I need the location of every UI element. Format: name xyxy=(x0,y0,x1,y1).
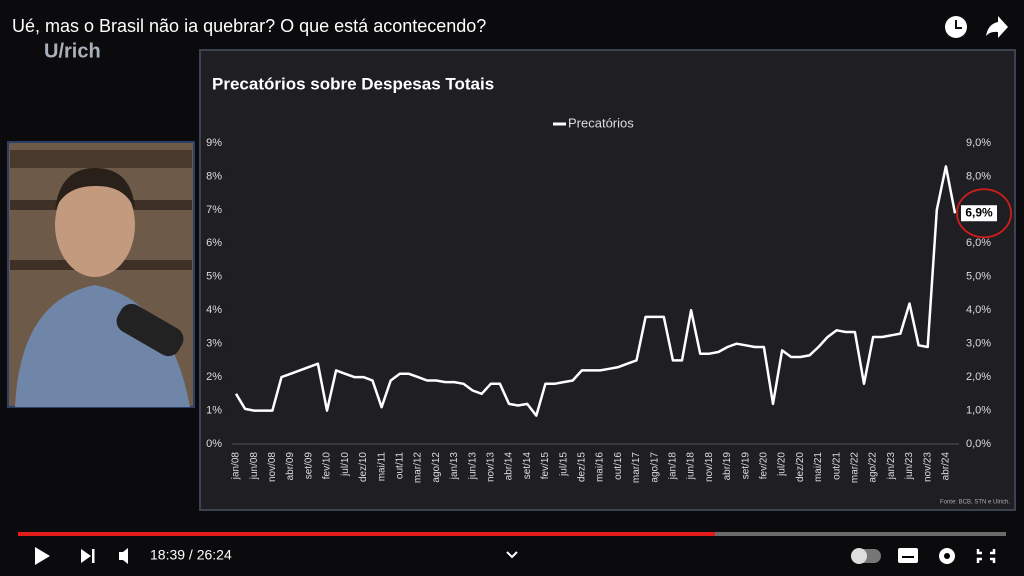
source-note: Fonte: BCB, STN e Ulrich. xyxy=(940,500,1010,506)
annotation-box xyxy=(961,205,997,222)
x-tick-label: nov/23 xyxy=(922,452,933,482)
y-tick-label: 0% xyxy=(206,438,222,450)
y2-tick-label: 5,0% xyxy=(966,271,991,283)
x-tick-label: ago/17 xyxy=(649,452,660,483)
y2-tick-label: 6,0% xyxy=(966,237,991,249)
x-tick-label: jul/10 xyxy=(340,452,351,477)
x-tick-label: abr/09 xyxy=(285,452,296,481)
channel-logo: U/rich xyxy=(44,40,101,62)
x-tick-label: abr/14 xyxy=(504,452,515,481)
x-tick-label: fev/15 xyxy=(540,452,551,480)
y2-tick-label: 0,0% xyxy=(966,438,991,450)
settings-button[interactable] xyxy=(939,548,955,564)
series-line xyxy=(234,165,957,417)
chapter-toggle[interactable] xyxy=(506,551,518,559)
y-tick-label: 3% xyxy=(206,338,222,350)
volume-button[interactable] xyxy=(119,548,128,564)
x-tick-label: mar/12 xyxy=(413,452,424,484)
annotation-label: 6,9% xyxy=(965,205,993,219)
x-tick-label: jun/18 xyxy=(686,452,697,481)
x-tick-label: nov/08 xyxy=(267,452,278,482)
watch-later[interactable] xyxy=(945,16,967,38)
y2-tick-label: 1,0% xyxy=(966,404,991,416)
y-tick-label: 6% xyxy=(206,237,222,249)
x-tick-label: mai/21 xyxy=(813,452,824,482)
subtitles-button[interactable] xyxy=(898,548,918,563)
x-tick-label: jun/23 xyxy=(904,452,915,481)
x-tick-label: jul/20 xyxy=(777,452,788,477)
x-tick-label: out/16 xyxy=(613,452,624,480)
x-tick-label: out/11 xyxy=(394,452,405,479)
chart-panel xyxy=(199,49,1016,511)
y-tick-label: 9% xyxy=(206,137,222,149)
x-tick-label: ago/22 xyxy=(868,452,879,483)
x-tick-label: dez/20 xyxy=(795,452,806,482)
y2-tick-label: 4,0% xyxy=(966,304,991,316)
y2-tick-label: 8,0% xyxy=(966,170,991,182)
webcam xyxy=(7,141,195,408)
x-tick-label: set/14 xyxy=(522,452,533,480)
x-tick-label: mai/11 xyxy=(376,452,387,482)
x-tick-label: nov/18 xyxy=(704,452,715,482)
annotation-circle xyxy=(956,188,1012,239)
y-tick-label: 1% xyxy=(206,404,222,416)
y2-tick-label: 2,0% xyxy=(966,371,991,383)
x-tick-label: fev/20 xyxy=(759,452,770,480)
x-tick-label: set/09 xyxy=(303,452,314,480)
y2-tick-label: 3,0% xyxy=(966,338,991,350)
autoplay-toggle[interactable] xyxy=(851,548,881,564)
x-tick-label: jun/13 xyxy=(467,452,478,481)
y-tick-label: 8% xyxy=(206,170,222,182)
x-tick-label: abr/24 xyxy=(941,452,952,481)
fullscreen-button[interactable] xyxy=(976,549,996,563)
y-tick-label: 4% xyxy=(206,304,222,316)
x-tick-label: abr/19 xyxy=(722,452,733,481)
x-tick-label: jan/08 xyxy=(231,452,242,481)
legend-label: Precatórios xyxy=(568,115,634,130)
time-display: 18:39 / 26:24 xyxy=(150,547,232,563)
x-tick-label: dez/10 xyxy=(358,452,369,482)
next-button[interactable] xyxy=(81,549,95,563)
x-tick-label: jan/18 xyxy=(668,452,679,481)
share[interactable] xyxy=(986,16,1008,38)
chart-title: Precatórios sobre Despesas Totais xyxy=(212,74,494,93)
video-title: Ué, mas o Brasil não ia quebrar? O que e… xyxy=(12,16,486,36)
play-button[interactable] xyxy=(35,547,50,565)
x-tick-label: dez/15 xyxy=(576,452,587,482)
x-tick-label: out/21 xyxy=(831,452,842,480)
x-tick-label: jul/15 xyxy=(558,452,569,477)
x-tick-label: mar/22 xyxy=(850,452,861,484)
x-tick-label: jan/13 xyxy=(449,452,460,481)
x-tick-label: jun/08 xyxy=(249,452,260,481)
x-tick-label: nov/13 xyxy=(485,452,496,482)
progress-played[interactable] xyxy=(18,532,715,536)
x-tick-label: mar/17 xyxy=(631,452,642,484)
y-tick-label: 2% xyxy=(206,371,222,383)
x-tick-label: set/19 xyxy=(740,452,751,480)
x-tick-label: fev/10 xyxy=(322,452,333,480)
y2-tick-label: 9,0% xyxy=(966,137,991,149)
y-tick-label: 5% xyxy=(206,271,222,283)
x-tick-label: ago/12 xyxy=(431,452,442,483)
x-tick-label: mai/16 xyxy=(595,452,606,482)
x-tick-label: jan/23 xyxy=(886,452,897,481)
y-tick-label: 7% xyxy=(206,204,222,216)
